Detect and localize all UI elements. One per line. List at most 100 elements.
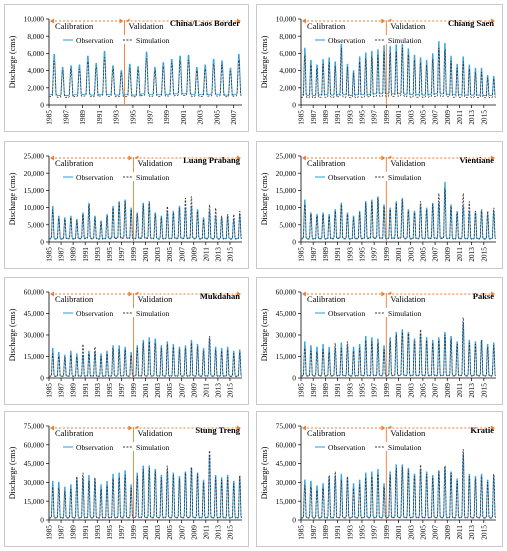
x-tick-label: 1989: [321, 247, 330, 262]
x-tick-label: 1987: [57, 247, 66, 262]
observation-series-line: [49, 199, 242, 240]
x-tick-label: 1989: [69, 247, 78, 262]
observation-series-line: [301, 40, 496, 96]
label-background: [306, 158, 348, 168]
y-tick-label: 45,000: [276, 459, 297, 468]
arrowhead: [50, 155, 54, 161]
x-tick-label: 1985: [45, 525, 54, 540]
x-tick-label: 1999: [382, 525, 391, 540]
y-tick-label: 5,000: [279, 220, 296, 229]
station-title: Luang Prabang: [183, 155, 241, 165]
x-tick-label: 1989: [321, 525, 330, 540]
label-background: [389, 21, 428, 31]
y-axis-title: Discharge (cms): [260, 172, 269, 225]
chart-panel: 0 2,000 4,000 6,000 8,000 10,000 Discharge (cm…: [256, 4, 503, 132]
x-tick-label: 1995: [358, 110, 367, 125]
simulation-series-line: [301, 449, 496, 519]
y-tick-label: 2,000: [27, 83, 44, 92]
x-tick-label: 2015: [226, 383, 235, 398]
x-tick-label: 2013: [467, 110, 476, 125]
y-tick-label: 5,000: [27, 220, 44, 229]
x-tick-label: 2011: [201, 383, 210, 398]
x-tick-label: 1987: [61, 110, 70, 125]
y-tick-label: 6,000: [279, 49, 296, 58]
arrowhead: [491, 425, 495, 431]
observation-series-line: [301, 453, 496, 519]
x-tick-label: 2003: [406, 110, 415, 125]
x-tick-label: 2015: [479, 110, 488, 125]
x-tick-label: 1999: [382, 383, 391, 398]
legend-observation-label: Observation: [328, 309, 365, 318]
chart-svg: 0 5,000 10,000 15,000 20,000 25,000 Discharge …: [260, 152, 496, 262]
x-tick-label: 2011: [201, 247, 210, 262]
y-tick-label: 45,000: [24, 309, 45, 318]
x-tick-label: 1985: [45, 110, 54, 125]
y-tick-label: 10,000: [24, 15, 45, 24]
y-tick-label: 15,000: [276, 352, 297, 361]
validation-label: Validation: [390, 21, 426, 31]
validation-label: Validation: [137, 294, 173, 304]
observation-series-line: [49, 337, 242, 377]
x-tick-label: 1999: [382, 247, 391, 262]
y-axis-title: Discharge (cms): [8, 35, 17, 88]
x-tick-label: 1987: [309, 110, 318, 125]
x-tick-label: 1999: [162, 110, 171, 125]
x-tick-label: 1995: [105, 383, 114, 398]
validation-label: Validation: [390, 158, 426, 168]
x-tick-label: 2013: [213, 383, 222, 398]
y-tick-label: 0: [40, 374, 44, 383]
calibration-label: Calibration: [55, 428, 94, 438]
x-tick-label: 1989: [69, 525, 78, 540]
label-background: [136, 428, 175, 438]
legend-simulation-label: Simulation: [136, 173, 170, 182]
x-tick-label: 2013: [467, 525, 476, 540]
legend-background: [61, 442, 179, 451]
x-tick-label: 1995: [358, 383, 367, 398]
simulation-series-line: [301, 188, 496, 240]
label-background: [54, 428, 96, 438]
label-background: [136, 158, 175, 168]
x-tick-label: 2013: [467, 247, 476, 262]
legend-simulation-label: Simulation: [388, 173, 422, 182]
legend-observation-label: Observation: [328, 443, 365, 452]
x-tick-label: 1987: [309, 247, 318, 262]
x-tick-label: 2015: [479, 247, 488, 262]
y-tick-label: 10,000: [276, 203, 297, 212]
y-tick-label: 0: [40, 238, 44, 247]
y-tick-label: 15,000: [24, 352, 45, 361]
chart-svg: 0 2,000 4,000 6,000 8,000 10,000 Discharge (cm…: [260, 15, 496, 125]
x-tick-label: 1997: [117, 383, 126, 398]
arrowhead: [381, 155, 386, 161]
x-tick-label: 1991: [95, 110, 104, 125]
y-tick-label: 20,000: [276, 169, 297, 178]
legend-background: [61, 172, 179, 181]
station-title: China/Laos Border: [170, 18, 240, 28]
y-tick-label: 6,000: [27, 49, 44, 58]
simulation-series-line: [49, 450, 242, 519]
label-background: [306, 294, 348, 304]
y-tick-label: 0: [292, 101, 296, 110]
y-axis-title: Discharge (cms): [260, 35, 269, 88]
legend-background: [61, 35, 179, 44]
x-tick-label: 2003: [153, 383, 162, 398]
y-tick-label: 10,000: [276, 15, 297, 24]
x-tick-label: 1993: [93, 383, 102, 398]
calibration-label: Calibration: [307, 21, 346, 31]
station-title: Stung Treng: [195, 425, 240, 435]
x-tick-label: 2001: [141, 383, 150, 398]
x-tick-label: 1987: [57, 383, 66, 398]
chart-panel: 0 15,000 30,000 45,000 60,000 75,000 Discharge…: [4, 411, 249, 547]
x-tick-label: 1993: [93, 525, 102, 540]
x-tick-label: 1985: [297, 383, 306, 398]
chart-svg: 0 15,000 30,000 45,000 60,000 75,000 Discharge…: [260, 422, 496, 540]
label-background: [127, 21, 166, 31]
x-tick-label: 1993: [345, 247, 354, 262]
x-tick-label: 2009: [443, 247, 452, 262]
y-tick-label: 60,000: [276, 440, 297, 449]
arrowhead: [302, 155, 306, 161]
station-title: Vientiane: [459, 155, 494, 165]
x-tick-label: 1997: [145, 110, 154, 125]
legend-observation-label: Observation: [328, 173, 365, 182]
observation-series-line: [301, 181, 496, 240]
y-tick-label: 30,000: [276, 331, 297, 340]
